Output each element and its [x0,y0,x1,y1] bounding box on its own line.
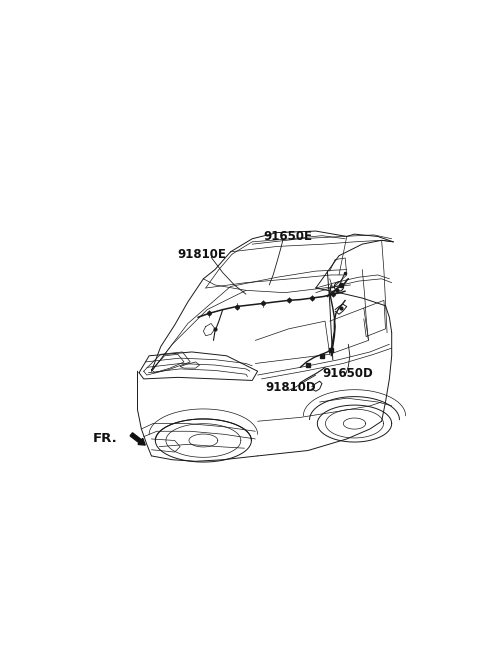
FancyArrow shape [130,433,145,445]
Text: 91650D: 91650D [322,367,372,380]
Text: 91810D: 91810D [265,381,316,394]
Text: 91810E: 91810E [178,248,227,261]
Text: 91650E: 91650E [263,229,312,242]
Text: FR.: FR. [93,432,117,445]
